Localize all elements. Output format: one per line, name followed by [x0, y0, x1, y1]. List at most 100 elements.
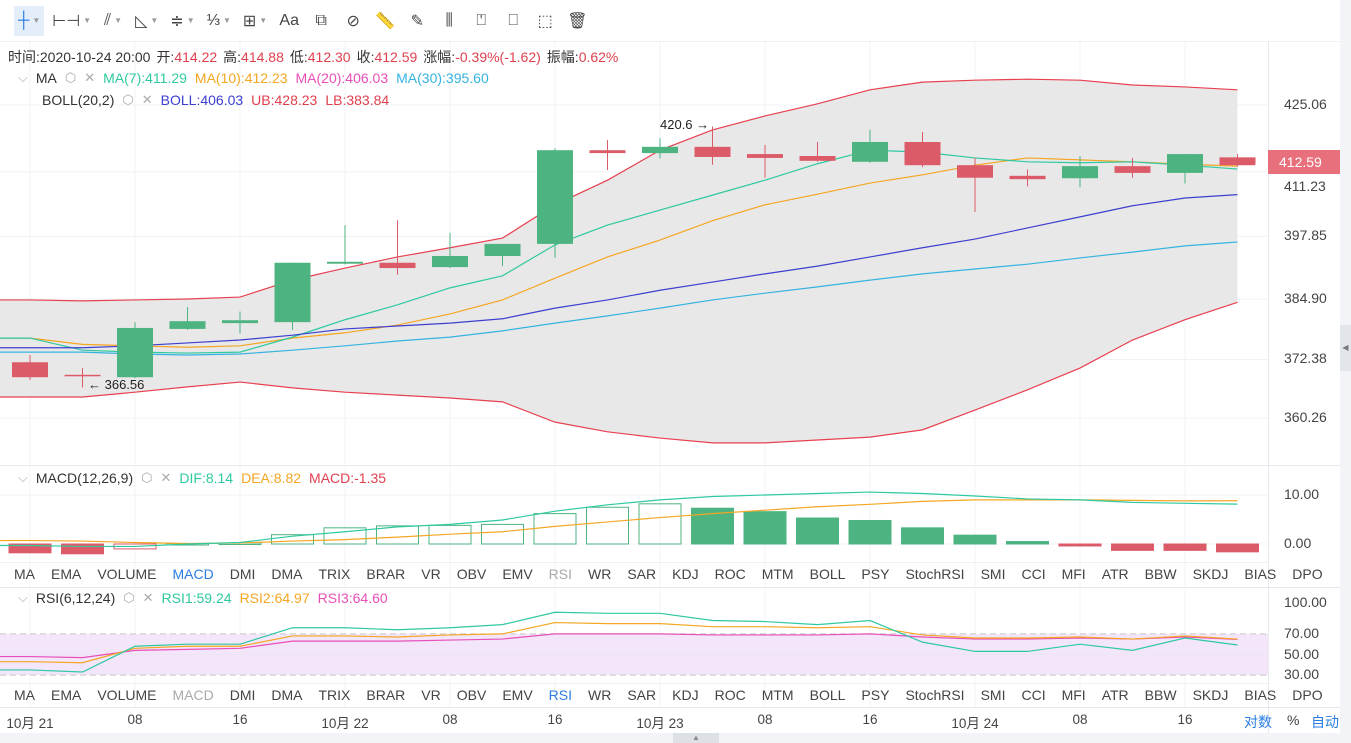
indicator-tab-smi[interactable]: SMI	[980, 687, 1006, 703]
indicator-tab-macd[interactable]: MACD	[172, 566, 214, 582]
indicator-tab-ma[interactable]: MA	[14, 566, 35, 582]
indicator-tab-stochrsi[interactable]: StochRSI	[905, 687, 965, 703]
collapse-panel-handle-icon[interactable]: ◀	[1340, 325, 1351, 371]
indicator-tab-boll[interactable]: BOLL	[809, 566, 846, 582]
percent-scale-toggle[interactable]: %	[1287, 712, 1300, 728]
indicator-tab-obv[interactable]: OBV	[456, 687, 487, 703]
indicator-tab-psy[interactable]: PSY	[861, 566, 890, 582]
collapse-chevron-icon[interactable]: ⌵	[18, 70, 28, 85]
horizontal-ray-tool-button[interactable]: ⊢⊣ ▼	[48, 6, 95, 36]
indicator-tab-ma[interactable]: MA	[14, 687, 35, 703]
indicator-tab-skdj[interactable]: SKDJ	[1192, 566, 1229, 582]
close-icon[interactable]: ✕	[84, 70, 96, 85]
lock-tool-button[interactable]: ⍞	[467, 6, 495, 36]
indicator-tab-trix[interactable]: TRIX	[318, 566, 351, 582]
indicator-tab-volume[interactable]: VOLUME	[97, 687, 157, 703]
ma7-value: MA(7):411.29	[103, 70, 187, 86]
indicator-tab-bias[interactable]: BIAS	[1244, 687, 1277, 703]
indicator-tab-volume[interactable]: VOLUME	[97, 566, 157, 582]
dropdown-caret-icon[interactable]: ▼	[32, 16, 41, 25]
indicator-tab-atr[interactable]: ATR	[1101, 566, 1129, 582]
draw-mode-tool-button[interactable]: ⬚	[531, 6, 559, 36]
expand-handle-icon[interactable]: ▲	[673, 733, 719, 743]
rectangle-tool-button[interactable]: ⊞ ▼	[239, 6, 271, 36]
indicator-tab-cci[interactable]: CCI	[1021, 687, 1046, 703]
boll-lb-value: LB:383.84	[325, 92, 390, 108]
indicator-tab-boll[interactable]: BOLL	[809, 687, 846, 703]
indicator-tab-vr[interactable]: VR	[421, 566, 441, 582]
indicator-tab-mfi[interactable]: MFI	[1061, 566, 1086, 582]
indicator-tab-cci[interactable]: CCI	[1021, 566, 1046, 582]
indicator-tab-bias[interactable]: BIAS	[1244, 566, 1277, 582]
ruler-tool-button[interactable]: 📏	[371, 6, 399, 36]
settings-gear-icon[interactable]: ⬡	[64, 70, 77, 85]
indicator-tab-ema[interactable]: EMA	[51, 566, 82, 582]
indicator-tab-roc[interactable]: ROC	[714, 687, 746, 703]
indicator-tab-kdj[interactable]: KDJ	[672, 566, 699, 582]
fibonacci-tool-button[interactable]: ⅓ ▼	[203, 6, 235, 36]
indicator-tab-dpo[interactable]: DPO	[1292, 687, 1323, 703]
indicator-tab-mtm[interactable]: MTM	[761, 566, 794, 582]
indicator-tab-mtm[interactable]: MTM	[761, 687, 794, 703]
indicator-tab-dmi[interactable]: DMI	[229, 566, 256, 582]
indicator-tab-brar[interactable]: BRAR	[366, 687, 406, 703]
indicator-tab-dpo[interactable]: DPO	[1292, 566, 1323, 582]
indicator-tab-trix[interactable]: TRIX	[318, 687, 351, 703]
indicator-tab-roc[interactable]: ROC	[714, 566, 746, 582]
indicator-tab-wr[interactable]: WR	[588, 566, 612, 582]
indicator-tab-wr[interactable]: WR	[588, 687, 612, 703]
candles-tool-button[interactable]: ⫼	[435, 6, 463, 36]
indicator-tab-dma[interactable]: DMA	[271, 687, 303, 703]
pencil-tool-button[interactable]: ✎	[403, 6, 431, 36]
indicator-tab-macd[interactable]: MACD	[172, 687, 214, 703]
settings-gear-icon[interactable]: ⬡	[123, 590, 135, 605]
collapse-chevron-icon[interactable]: ⌵	[18, 590, 28, 605]
indicator-tab-vr[interactable]: VR	[421, 687, 441, 703]
indicator-tab-smi[interactable]: SMI	[980, 566, 1006, 582]
close-icon[interactable]: ✕	[160, 470, 172, 485]
angle-tool-button[interactable]: ◺ ▼	[131, 6, 162, 36]
indicator-tab-skdj[interactable]: SKDJ	[1192, 687, 1229, 703]
indicator-tab-rsi[interactable]: RSI	[548, 687, 573, 703]
indicator-tab-brar[interactable]: BRAR	[366, 566, 406, 582]
collapse-chevron-icon[interactable]: ⌵	[18, 470, 28, 485]
parallel-lines-tool-button[interactable]: ⫽ ▼	[99, 6, 127, 36]
horizontal-lines-tool-button[interactable]: ≑ ▼	[166, 6, 198, 36]
indicator-tab-mfi[interactable]: MFI	[1061, 687, 1086, 703]
auto-scale-toggle[interactable]: 自动	[1311, 714, 1339, 730]
indicator-tab-psy[interactable]: PSY	[861, 687, 890, 703]
indicator-tab-bbw[interactable]: BBW	[1144, 687, 1177, 703]
magnet-tool-button[interactable]: ⊘	[339, 6, 367, 36]
dropdown-caret-icon[interactable]: ▼	[150, 16, 159, 25]
boll-legend: BOLL(20,2) ⬡ ✕ BOLL:406.03 UB:428.23 LB:…	[42, 92, 389, 108]
dropdown-caret-icon[interactable]: ▼	[83, 16, 92, 25]
measure-tool-button[interactable]: ⧉	[307, 6, 335, 36]
indicator-tab-rsi[interactable]: RSI	[548, 566, 573, 582]
dropdown-caret-icon[interactable]: ▼	[114, 16, 123, 25]
text-tool-button[interactable]: Aa	[275, 6, 303, 36]
indicator-tab-atr[interactable]: ATR	[1101, 687, 1129, 703]
bookmark-tool-button[interactable]: ⎕	[499, 6, 527, 36]
indicator-tab-bbw[interactable]: BBW	[1144, 566, 1177, 582]
close-icon[interactable]: ✕	[141, 92, 153, 107]
indicator-tab-dma[interactable]: DMA	[271, 566, 303, 582]
indicator-tab-dmi[interactable]: DMI	[229, 687, 256, 703]
settings-gear-icon[interactable]: ⬡	[122, 92, 134, 107]
indicator-tab-obv[interactable]: OBV	[456, 566, 487, 582]
dropdown-caret-icon[interactable]: ▼	[186, 16, 195, 25]
indicator-tab-ema[interactable]: EMA	[51, 687, 82, 703]
crosshair-tool-button[interactable]: ┼ ▼	[14, 5, 45, 36]
indicator-tab-stochrsi[interactable]: StochRSI	[905, 566, 965, 582]
close-icon[interactable]: ✕	[142, 590, 154, 605]
indicator-tab-emv[interactable]: EMV	[502, 687, 533, 703]
settings-gear-icon[interactable]: ⬡	[141, 470, 153, 485]
dropdown-caret-icon[interactable]: ▼	[259, 16, 268, 25]
indicator-tab-kdj[interactable]: KDJ	[672, 687, 699, 703]
indicator-tab-emv[interactable]: EMV	[502, 566, 533, 582]
indicator-tab-sar[interactable]: SAR	[627, 687, 657, 703]
delete-tool-button[interactable]: 🗑	[563, 6, 591, 36]
log-scale-toggle[interactable]: 对数	[1244, 714, 1272, 730]
dropdown-caret-icon[interactable]: ▼	[222, 16, 231, 25]
indicator-tab-sar[interactable]: SAR	[627, 566, 657, 582]
